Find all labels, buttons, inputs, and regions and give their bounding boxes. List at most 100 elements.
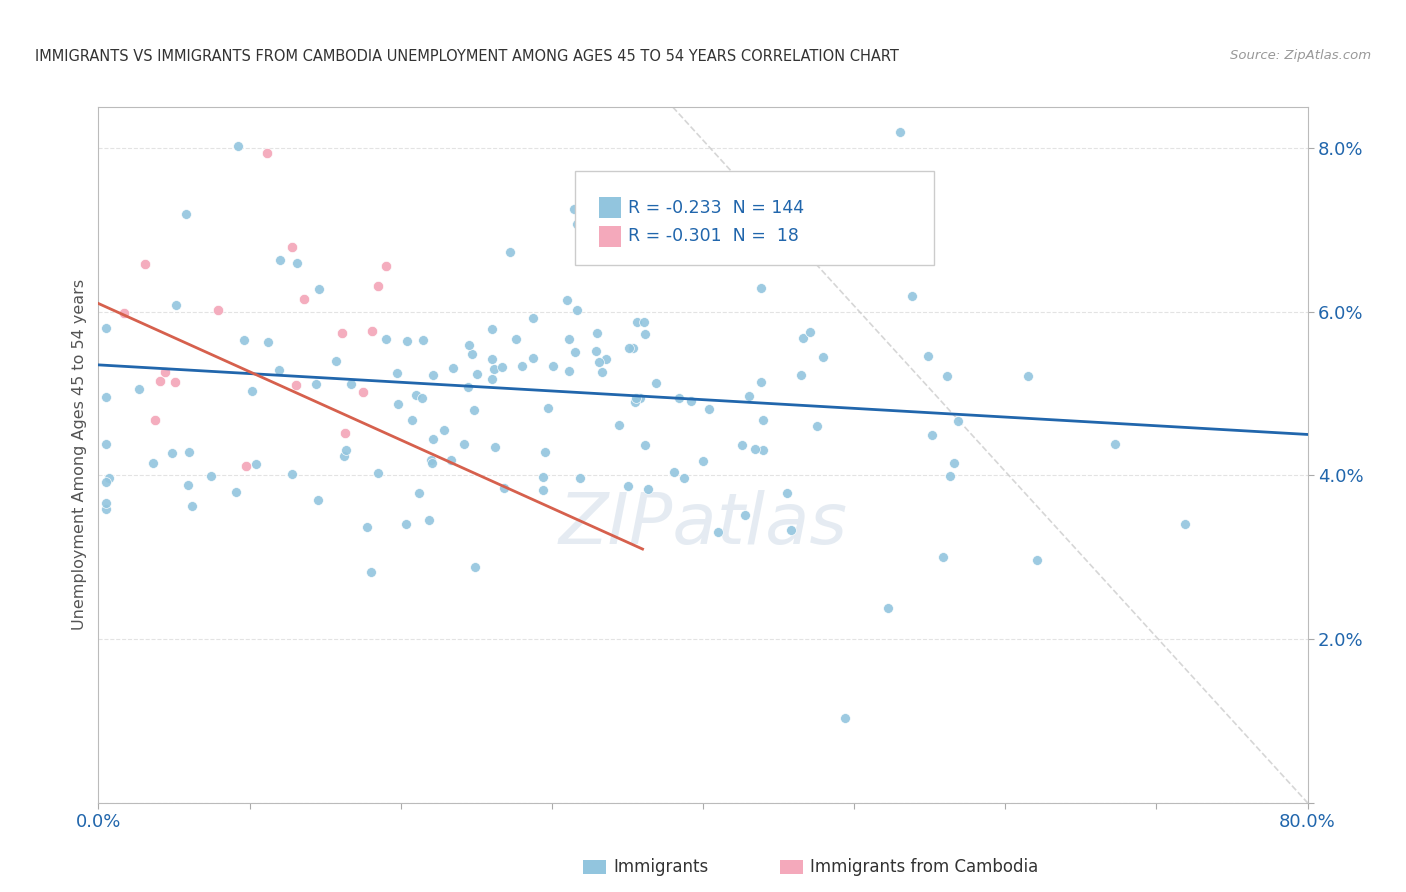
Point bbox=[418, 513, 440, 527]
Point bbox=[441, 361, 464, 376]
Point bbox=[491, 359, 513, 374]
Point bbox=[942, 457, 965, 471]
Point bbox=[624, 394, 647, 409]
Point bbox=[458, 338, 481, 352]
Point bbox=[405, 388, 427, 402]
Point bbox=[591, 365, 613, 379]
Point bbox=[94, 502, 117, 516]
Point bbox=[567, 303, 589, 318]
Point bbox=[734, 508, 756, 523]
Point bbox=[481, 372, 503, 386]
Point bbox=[780, 523, 803, 537]
Point bbox=[387, 397, 409, 411]
Point bbox=[333, 425, 356, 440]
Point bbox=[634, 438, 657, 452]
Point bbox=[531, 470, 554, 484]
Point bbox=[200, 468, 222, 483]
Point bbox=[522, 351, 544, 366]
Point bbox=[494, 481, 516, 495]
Point bbox=[1017, 369, 1039, 384]
Point bbox=[94, 391, 117, 405]
Point bbox=[617, 478, 640, 492]
Point bbox=[537, 401, 560, 416]
Point bbox=[792, 331, 814, 345]
Point bbox=[564, 344, 586, 359]
Point bbox=[813, 350, 835, 364]
Text: R = -0.233  N = 144: R = -0.233 N = 144 bbox=[628, 199, 804, 217]
Point bbox=[225, 485, 247, 500]
Point bbox=[744, 442, 766, 456]
Point bbox=[634, 326, 657, 341]
Point bbox=[531, 483, 554, 498]
Point bbox=[94, 437, 117, 451]
Point bbox=[94, 475, 117, 489]
Point bbox=[484, 440, 506, 454]
Text: ZIPatlas: ZIPatlas bbox=[558, 490, 848, 559]
Point bbox=[165, 297, 187, 311]
Point bbox=[607, 222, 630, 236]
Point bbox=[607, 418, 630, 433]
Point bbox=[558, 332, 581, 346]
Point bbox=[94, 496, 117, 510]
Point bbox=[633, 315, 655, 329]
Point bbox=[226, 139, 249, 153]
Point bbox=[806, 419, 828, 434]
Point bbox=[292, 293, 315, 307]
Point bbox=[619, 342, 641, 356]
Point bbox=[464, 560, 486, 574]
Point bbox=[946, 414, 969, 428]
Point bbox=[453, 437, 475, 451]
Point bbox=[180, 499, 202, 513]
Point bbox=[730, 438, 752, 452]
Point bbox=[240, 384, 263, 398]
Point bbox=[599, 220, 621, 235]
Point bbox=[585, 326, 607, 341]
Point bbox=[285, 378, 308, 392]
Point bbox=[1104, 437, 1126, 451]
Point bbox=[420, 452, 443, 467]
Point bbox=[412, 333, 434, 347]
Point bbox=[408, 486, 430, 500]
Point bbox=[662, 466, 685, 480]
Point bbox=[387, 366, 409, 380]
Point bbox=[749, 375, 772, 389]
Point bbox=[482, 362, 505, 376]
Point bbox=[628, 392, 651, 406]
Point bbox=[481, 352, 503, 367]
Point bbox=[626, 391, 648, 405]
Y-axis label: Unemployment Among Ages 45 to 54 years: Unemployment Among Ages 45 to 54 years bbox=[72, 279, 87, 631]
Point bbox=[280, 467, 302, 481]
Point bbox=[461, 347, 484, 361]
Point bbox=[776, 486, 799, 500]
Point bbox=[330, 326, 353, 341]
Point bbox=[440, 452, 463, 467]
Point bbox=[256, 145, 278, 160]
Point bbox=[165, 376, 187, 390]
Point bbox=[588, 355, 610, 369]
Point bbox=[142, 456, 165, 470]
Point bbox=[177, 478, 200, 492]
Point bbox=[889, 125, 911, 139]
Point bbox=[668, 391, 690, 405]
Point bbox=[375, 332, 398, 346]
Point bbox=[396, 334, 419, 348]
Point bbox=[499, 244, 522, 259]
Point bbox=[267, 363, 290, 377]
Point bbox=[177, 445, 200, 459]
Point bbox=[522, 310, 544, 325]
Point bbox=[621, 341, 644, 355]
Point bbox=[325, 354, 347, 368]
Point bbox=[128, 383, 150, 397]
Point bbox=[256, 334, 278, 349]
Point bbox=[339, 376, 361, 391]
Point bbox=[395, 516, 418, 531]
Point bbox=[463, 403, 485, 417]
Point bbox=[541, 359, 564, 373]
Point bbox=[565, 217, 588, 231]
Text: Immigrants from Cambodia: Immigrants from Cambodia bbox=[810, 858, 1038, 876]
Point bbox=[534, 444, 557, 458]
Point bbox=[134, 257, 156, 271]
Point bbox=[752, 413, 775, 427]
Point bbox=[374, 259, 396, 273]
Point bbox=[308, 282, 330, 296]
